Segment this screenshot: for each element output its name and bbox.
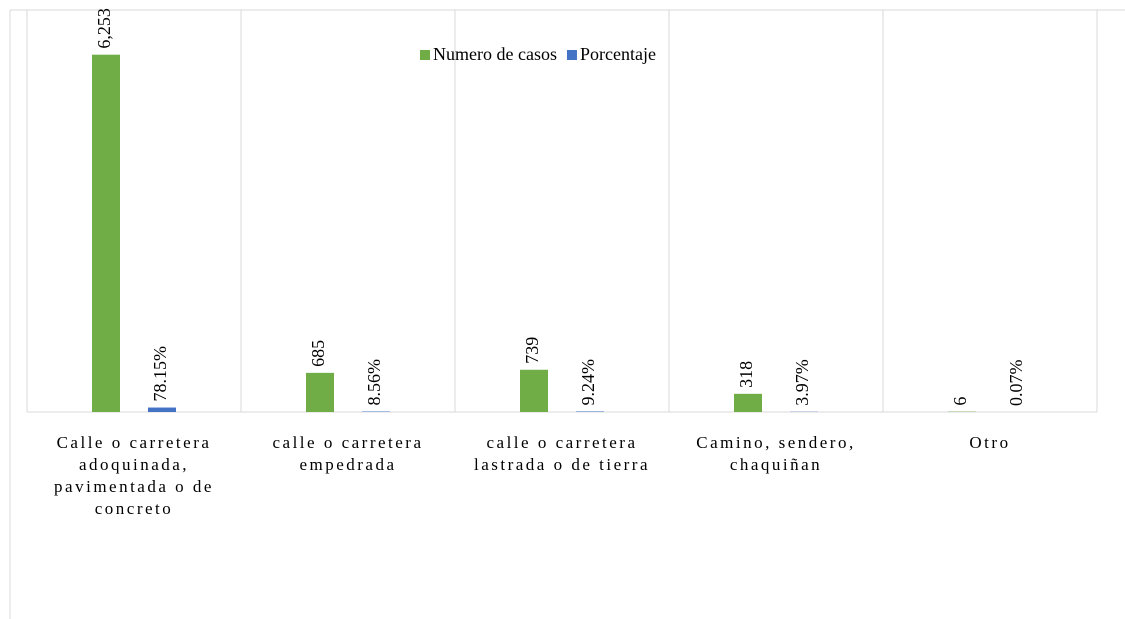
bar bbox=[306, 372, 334, 412]
x-tick-label: calle o carretera empedrada bbox=[272, 433, 424, 474]
x-tick-label: Camino, sendero, chaquiñan bbox=[696, 433, 856, 474]
data-label: 3.97% bbox=[792, 359, 812, 406]
data-label: 6 bbox=[950, 397, 970, 406]
bar bbox=[520, 369, 548, 412]
legend-swatch bbox=[420, 50, 430, 60]
bar bbox=[734, 393, 762, 412]
data-label: 8.56% bbox=[364, 359, 384, 406]
legend-label: Numero de casos bbox=[433, 44, 557, 64]
x-tick-label: calle o carretera lastrada o de tierra bbox=[473, 433, 650, 474]
data-label: 9.24% bbox=[578, 359, 598, 406]
data-label: 0.07% bbox=[1006, 359, 1026, 406]
legend-label: Porcentaje bbox=[580, 44, 656, 64]
x-tick-label: Otro bbox=[969, 433, 1011, 452]
legend-swatch bbox=[566, 50, 577, 60]
bar bbox=[92, 54, 120, 412]
data-label: 318 bbox=[736, 361, 756, 388]
data-label: 6,253 bbox=[94, 8, 114, 49]
data-label: 739 bbox=[522, 337, 542, 364]
data-label: 78.15% bbox=[150, 346, 170, 402]
x-tick-label-box: calle o carretera lastrada o de tierra bbox=[473, 433, 650, 474]
x-tick-label-box: Otro bbox=[969, 433, 1011, 452]
x-tick-label-box: Calle o carretera adoquinada, pavimentad… bbox=[54, 433, 214, 518]
bar bbox=[148, 407, 176, 412]
bar bbox=[576, 411, 604, 412]
x-tick-label-box: calle o carretera empedrada bbox=[272, 433, 424, 474]
x-tick-label-box: Camino, sendero, chaquiñan bbox=[696, 433, 856, 474]
x-tick-label: Calle o carretera adoquinada, pavimentad… bbox=[54, 433, 214, 518]
data-label: 685 bbox=[308, 340, 328, 367]
